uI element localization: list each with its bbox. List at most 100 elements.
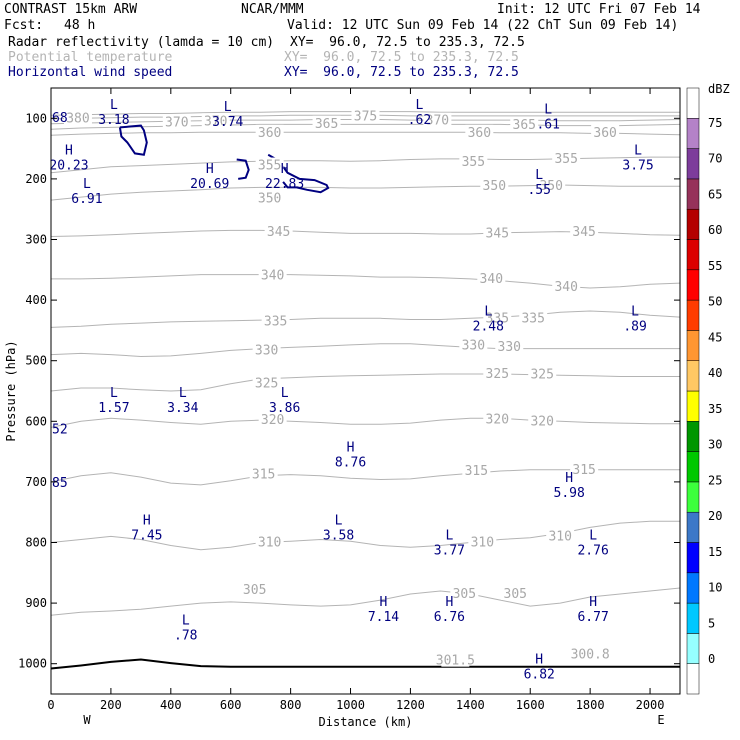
extremum-value: 2.76 [577, 543, 608, 558]
theta-label-mask [528, 366, 557, 381]
theta-label-mask [570, 224, 599, 239]
x-tick-label: 1400 [456, 698, 485, 712]
y-tick-label: 100 [25, 111, 47, 125]
theta-label-mask [312, 115, 341, 130]
theta-contour-355 [50, 156, 680, 174]
x-axis-label: Distance (km) [319, 715, 413, 729]
extremum-L: L [83, 177, 91, 192]
theta-label-mask [258, 267, 287, 282]
theta-label-mask [459, 153, 488, 168]
extremum-L: L [179, 386, 187, 401]
colorbar-swatch [686, 511, 700, 543]
extremum-value: .78 [174, 628, 197, 643]
x-tick-label: 400 [160, 698, 182, 712]
extremum-value: 20.23 [49, 159, 88, 174]
theta-label: 301.5 [436, 654, 475, 669]
extremum-value: 6.91 [71, 192, 102, 207]
y-axis-label: Pressure (hPa) [4, 340, 18, 441]
theta-label: 330 [462, 339, 485, 354]
colorbar-swatch [686, 633, 700, 664]
theta-label: 305 [453, 587, 476, 602]
colorbar-swatch [686, 269, 700, 301]
extremum-H: H [589, 595, 597, 610]
theta-label: 320 [261, 413, 284, 428]
extremum-H: H [65, 144, 73, 159]
colorbar-unit: dBZ [708, 82, 730, 96]
extremum-H: H [380, 595, 388, 610]
extremum-L: L [634, 144, 642, 159]
theta-label: 345 [267, 225, 290, 240]
x-tick-label: 1600 [516, 698, 545, 712]
colorbar-swatch [686, 299, 700, 331]
terrain-surface [50, 658, 680, 670]
x-tick-label: 1800 [576, 698, 605, 712]
field-wind-xy: XY= 96.0, 72.5 to 235.3, 72.5 [284, 65, 519, 80]
theta-label: 340 [261, 268, 284, 283]
init-time: Init: 12 UTC Fri 07 Feb 14 [497, 2, 701, 17]
theta-label-mask [450, 586, 479, 601]
theta-label-mask [528, 413, 557, 428]
theta-label: 320 [530, 414, 553, 429]
extremum-value: 2.48 [473, 319, 504, 334]
extremum-L: L [484, 304, 492, 319]
theta-label: 325 [530, 368, 553, 383]
y-tick-label: 1000 [18, 657, 47, 671]
wind-speed-contours [118, 124, 330, 194]
extremum-L: L [110, 98, 118, 113]
field-reflectivity-xy: XY= 96.0, 72.5 to 235.3, 72.5 [290, 35, 525, 50]
extremum-value: 6.77 [577, 610, 608, 625]
extremum-value: 3.77 [434, 543, 465, 558]
colorbar-swatch [686, 481, 700, 513]
theta-label: 350 [483, 179, 506, 194]
colorbar-swatch [686, 451, 700, 483]
extremum-value: .61 [536, 117, 559, 132]
extremum-value: 5.98 [554, 486, 585, 501]
theta-label: 345 [486, 226, 509, 241]
extremum-value: 3.75 [622, 159, 653, 174]
theta-label-mask [537, 178, 566, 193]
extremum-L: L [544, 102, 552, 117]
extremum-value: .55 [527, 183, 550, 198]
west-label: W [83, 713, 91, 727]
colorbar-level-label: 65 [708, 187, 722, 201]
theta-label-mask [552, 278, 581, 293]
theta-label-mask [591, 124, 620, 139]
extremum-value: .62 [408, 113, 431, 128]
theta-label-mask [240, 581, 269, 596]
extremum-value: 22.83 [265, 177, 304, 192]
theta-contour-340 [51, 274, 681, 289]
colorbar-level-label: 20 [708, 509, 722, 523]
theta-label-mask [495, 338, 524, 353]
theta-label-mask [576, 646, 605, 661]
theta-label-mask [483, 411, 512, 426]
theta-label-mask [249, 466, 278, 481]
extremum-H: H [565, 471, 573, 486]
theta-label-mask [255, 534, 284, 549]
extremum-value: .89 [623, 319, 646, 334]
plot-frame [50, 87, 681, 695]
colorbar-swatch [686, 390, 700, 422]
colorbar-swatch [686, 572, 700, 604]
field-theta-xy: XY= 96.0, 72.5 to 235.3, 72.5 [284, 50, 519, 65]
extremum-L: L [445, 528, 453, 543]
colorbar-swatch [686, 421, 700, 452]
valid-time: Valid: 12 UTC Sun 09 Feb 14 (22 ChT Sun … [287, 18, 679, 33]
theta-label: 315 [252, 468, 275, 483]
theta-label: 340 [554, 280, 577, 295]
axes: 0 200 400 600 800 1000 1200 1400 1600 1800 2000 100… [4, 88, 680, 729]
theta-label: 365 [315, 117, 338, 132]
extremum-value: 3.34 [167, 401, 198, 416]
extremum-L: L [281, 386, 289, 401]
theta-label-mask [255, 157, 284, 172]
theta-label: 335 [521, 311, 544, 326]
theta-label-mask [483, 225, 512, 240]
model-title: CONTRAST 15km ARW [4, 2, 138, 17]
field-wind-name: Horizontal wind speed [8, 65, 173, 80]
colorbar-level-label: 60 [708, 223, 722, 237]
extremum-H: H [143, 513, 151, 528]
colorbar-level-label: 40 [708, 366, 722, 380]
edge-value: 52 [52, 423, 68, 438]
colorbar-level-label: 10 [708, 581, 722, 595]
extremum-value: 3.18 [98, 113, 129, 128]
extremum-H: H [281, 162, 289, 177]
